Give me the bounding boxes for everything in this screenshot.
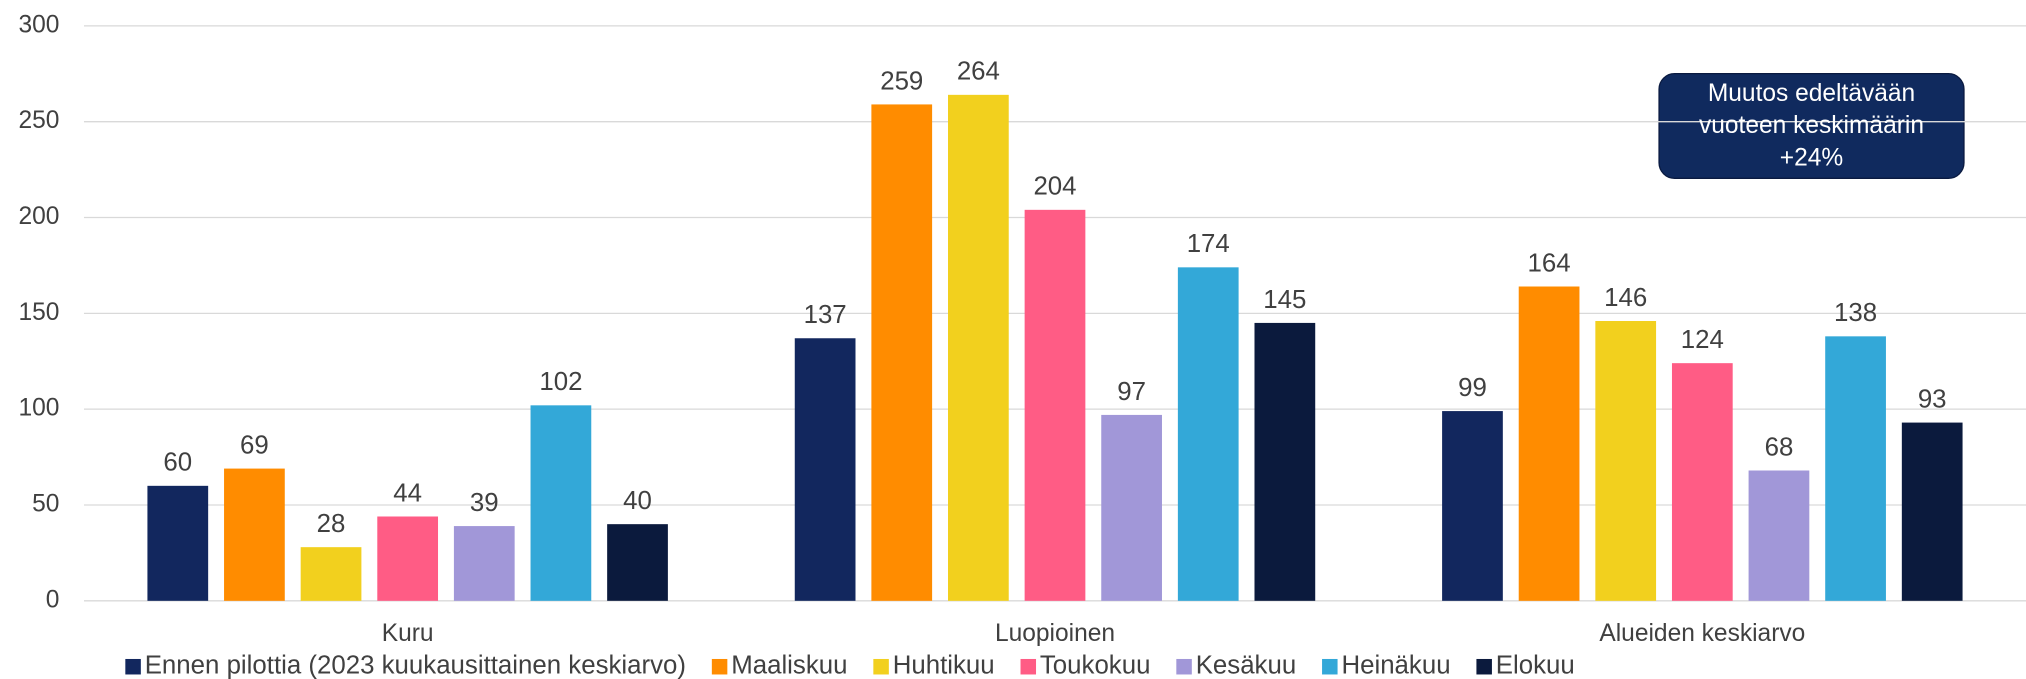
value-label: 97 — [1117, 378, 1146, 406]
bar — [948, 94, 1009, 601]
y-tick-label: 250 — [18, 107, 59, 134]
value-label: 69 — [240, 431, 269, 459]
legend-swatch — [711, 658, 728, 675]
x-tick-label: Kuru — [382, 620, 434, 647]
bar — [377, 516, 439, 601]
x-tick-label: Alueiden keskiarvo — [1599, 620, 1805, 647]
bar — [147, 485, 209, 601]
legend-label: Huhtikuu — [893, 652, 995, 679]
legend-swatch — [873, 658, 889, 675]
bar — [1901, 422, 1963, 601]
value-label: 204 — [1033, 173, 1076, 201]
y-tick-label: 0 — [46, 586, 60, 613]
bar — [1101, 414, 1162, 601]
legend-swatch — [1020, 658, 1037, 675]
y-tick-label: 300 — [18, 11, 59, 38]
bar — [224, 468, 285, 601]
value-label: 259 — [880, 67, 923, 95]
value-label: 60 — [163, 449, 192, 477]
value-label: 124 — [1681, 326, 1724, 354]
value-label: 44 — [393, 479, 422, 507]
legend-label: Kesäkuu — [1196, 652, 1297, 679]
annotation-text: +24% — [1780, 144, 1843, 171]
bar — [1595, 321, 1657, 601]
annotation-box — [1658, 73, 1965, 179]
bar — [530, 405, 592, 601]
legend-label: Elokuu — [1496, 652, 1575, 679]
value-label: 145 — [1263, 286, 1306, 314]
bar — [1825, 336, 1886, 601]
value-label: 102 — [539, 368, 582, 396]
bar — [453, 526, 515, 601]
bar — [607, 524, 668, 601]
x-tick-label: Luopioinen — [995, 620, 1115, 647]
value-label: 28 — [317, 510, 346, 538]
bar — [300, 547, 362, 601]
legend-label: Ennen pilottia (2023 kuukausittainen kes… — [145, 652, 686, 679]
value-label: 164 — [1528, 249, 1571, 277]
y-tick-label: 150 — [18, 299, 59, 326]
bar — [1518, 286, 1580, 601]
legend-label: Heinäkuu — [1341, 652, 1450, 679]
value-label: 93 — [1918, 385, 1947, 413]
bar — [1177, 267, 1239, 601]
annotation-text: Muutos edeltävään — [1708, 80, 1915, 107]
value-label: 40 — [623, 487, 652, 515]
legend-label: Maaliskuu — [731, 652, 847, 679]
legend-swatch — [1322, 658, 1338, 675]
value-label: 138 — [1834, 299, 1877, 327]
value-label: 146 — [1604, 284, 1647, 312]
bar — [1671, 363, 1733, 601]
legend-swatch — [1176, 658, 1192, 675]
legend-swatch — [1476, 658, 1492, 675]
bar — [1748, 470, 1810, 601]
bar — [1024, 209, 1086, 601]
bar — [1442, 411, 1503, 601]
bar — [1254, 322, 1316, 601]
value-label: 137 — [804, 301, 847, 329]
bar — [871, 104, 933, 601]
value-label: 68 — [1765, 433, 1794, 461]
y-tick-label: 200 — [18, 203, 59, 230]
legend-label: Toukokuu — [1040, 652, 1151, 679]
bar — [794, 338, 856, 601]
value-label: 99 — [1458, 374, 1487, 402]
y-tick-label: 50 — [32, 490, 59, 517]
value-label: 174 — [1187, 230, 1230, 258]
y-tick-label: 100 — [18, 395, 59, 422]
value-label: 39 — [470, 489, 499, 517]
annotation-text: vuoteen keskimäärin — [1699, 112, 1924, 139]
value-label: 264 — [957, 58, 1000, 86]
legend-swatch — [125, 658, 141, 675]
